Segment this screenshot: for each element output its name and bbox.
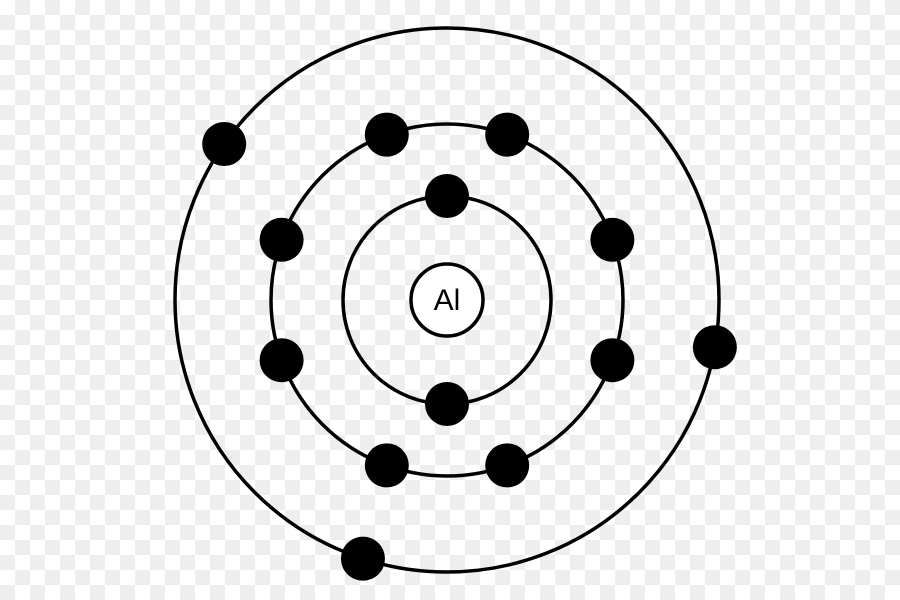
electron-shell2-n7	[590, 338, 634, 382]
electrons	[202, 113, 737, 581]
electron-shell2-n2	[365, 113, 409, 157]
electron-shell1-n1	[425, 174, 469, 218]
nucleus: Al	[411, 264, 483, 336]
nucleus-label: Al	[434, 284, 461, 317]
electron-shell2-n8	[590, 218, 634, 262]
electron-shell2-n1	[485, 113, 529, 157]
electron-shell3-n1	[202, 122, 246, 166]
electron-shell3-n2	[341, 537, 385, 581]
bohr-diagram: Al	[0, 0, 900, 600]
electron-shell3-n3	[693, 325, 737, 369]
electron-shell2-n6	[485, 443, 529, 487]
electron-shell2-n5	[365, 443, 409, 487]
electron-shell1-n2	[425, 382, 469, 426]
electron-shell2-n4	[260, 338, 304, 382]
electron-shell2-n3	[260, 218, 304, 262]
